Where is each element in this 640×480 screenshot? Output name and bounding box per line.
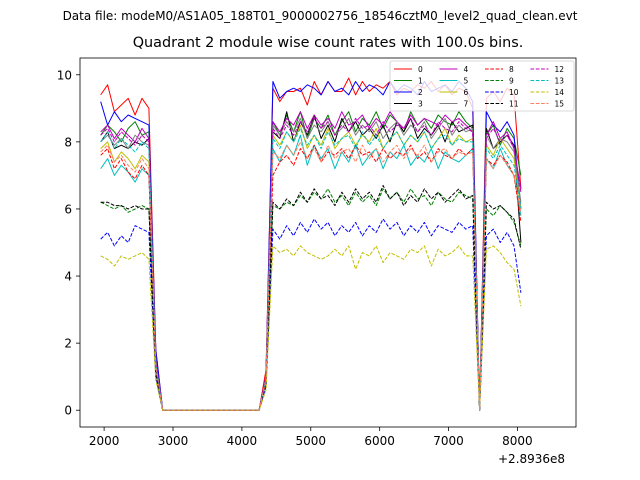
x-tick-label: 4000: [227, 434, 258, 448]
y-tick-label: 10: [57, 68, 72, 82]
legend-label-8: 8: [509, 65, 514, 74]
series-line-5: [100, 134, 522, 411]
series-line-15: [100, 141, 522, 411]
series-lines: [100, 77, 522, 411]
series-line-11: [100, 185, 522, 411]
x-tick-label: 3000: [158, 434, 189, 448]
series-line-8: [100, 144, 522, 411]
x-tick-label: 2000: [89, 434, 120, 448]
series-line-9: [100, 188, 522, 411]
y-tick-label: 0: [64, 404, 72, 418]
legend-label-11: 11: [509, 100, 519, 109]
y-tick-label: 4: [64, 270, 72, 284]
x-axis-offset-text: +2.8936e8: [498, 452, 566, 466]
legend-label-13: 13: [555, 77, 565, 86]
y-tick-label: 2: [64, 337, 72, 351]
x-tick-label: 5000: [296, 434, 327, 448]
chart-title: Quadrant 2 module wise count rates with …: [132, 35, 524, 51]
legend-label-3: 3: [418, 100, 423, 109]
y-tick-label: 6: [64, 202, 72, 216]
series-line-12: [100, 117, 522, 411]
legend-label-2: 2: [418, 88, 423, 97]
x-tick-label: 8000: [502, 434, 533, 448]
legend-label-1: 1: [418, 77, 423, 86]
legend-label-9: 9: [509, 77, 514, 86]
legend-label-5: 5: [464, 77, 469, 86]
series-line-6: [100, 124, 522, 411]
y-tick-label: 8: [64, 135, 72, 149]
legend-label-4: 4: [464, 65, 469, 74]
legend-label-12: 12: [555, 65, 565, 74]
legend-label-0: 0: [418, 65, 423, 74]
x-tick-label: 6000: [364, 434, 395, 448]
series-line-13: [100, 127, 522, 411]
figure-suptitle: Data file: modeM0/AS1A05_188T01_90000027…: [62, 9, 578, 23]
legend-box: [389, 60, 575, 112]
legend-label-10: 10: [509, 88, 519, 97]
x-tick-label: 7000: [433, 434, 464, 448]
series-line-7: [100, 117, 522, 411]
legend-label-7: 7: [464, 100, 469, 109]
series-line-10: [100, 218, 522, 411]
axes-frame: [79, 57, 577, 428]
legend-label-15: 15: [555, 100, 565, 109]
series-line-14: [100, 245, 522, 411]
legend-label-14: 14: [555, 88, 565, 97]
legend-label-6: 6: [464, 88, 469, 97]
